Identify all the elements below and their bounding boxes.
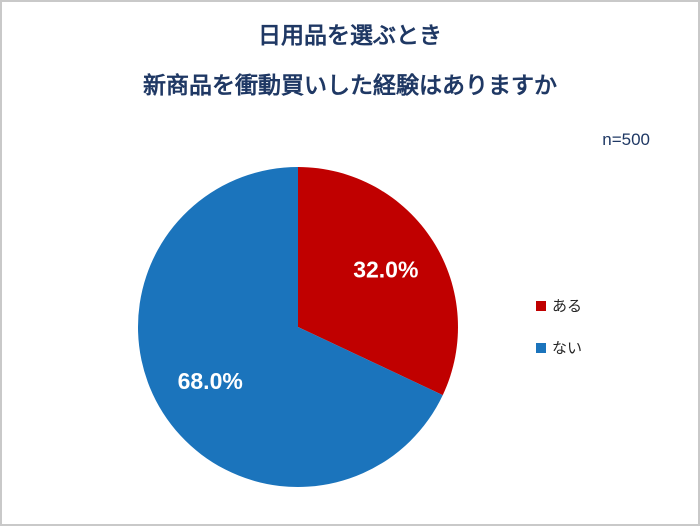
chart-title-line1: 日用品を選ぶとき <box>258 22 442 48</box>
pie-chart: 32.0% 68.0% <box>137 167 458 488</box>
pie-slice-label-ある: 32.0% <box>353 256 418 282</box>
legend-item-aru: ある <box>536 295 582 316</box>
legend-label-nai: ない <box>552 340 583 357</box>
pie-slice-label-ない: 68.0% <box>178 368 243 394</box>
sample-size-label: n=500 <box>602 130 650 149</box>
legend: ある ない <box>536 295 582 358</box>
legend-label-aru: ある <box>552 298 583 315</box>
legend-swatch-blue-icon <box>536 342 546 353</box>
legend-item-nai: ない <box>536 337 582 358</box>
legend-swatch-red-icon <box>536 300 546 311</box>
pie-slice-ない <box>137 167 443 488</box>
chart-title: 日用品を選ぶとき 新商品を衝動買いした経験はありますか <box>2 24 698 124</box>
pie-slice-ある <box>298 167 458 396</box>
chart-title-line2: 新商品を衝動買いした経験はありますか <box>143 72 557 98</box>
